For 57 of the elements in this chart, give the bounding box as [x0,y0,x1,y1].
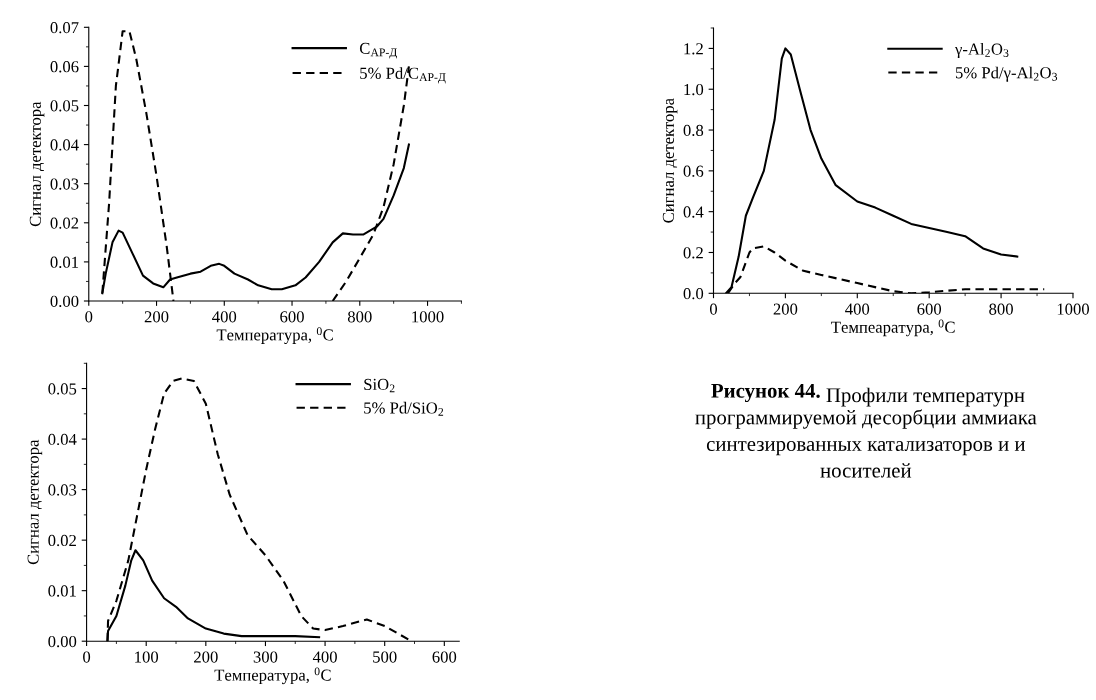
x-tick-label: 600 [917,303,942,315]
x-tick-label: 1000 [412,311,444,323]
x-tick-label: 0 [709,303,718,315]
x-tick-label: 600 [280,311,304,323]
y-tick-label: 0.02 [50,217,79,229]
y-axis-title: Сигнал детектора [27,439,43,565]
y-tick-label: 0.05 [48,383,77,395]
x-tick-label: 0 [85,311,93,323]
y-tick-label: 0.06 [50,61,79,73]
legend-label: SiO$_{2}$ [364,378,395,393]
y-tick-label: 0.07 [50,22,79,34]
y-tick-label: 0.2 [683,247,703,259]
legend-label: C$_{АР-Д}$ [359,42,397,59]
text: носителей [820,463,912,478]
x-tick-label: 1000 [1057,303,1090,315]
y-tick-label: 0.4 [683,206,704,218]
y-tick-label: 0.03 [50,178,79,190]
y-tick-label: 0.05 [50,100,79,112]
y-tick-label: 0.8 [683,124,704,137]
x-axis-title: Температура, $^{0}$C [214,667,331,685]
y-tick-label: 0.04 [48,433,77,446]
text: программируемой десорбции аммиака [695,409,1037,429]
y-tick-label: 0.0 [683,288,704,300]
x-tick-label: 600 [432,651,457,663]
x-tick-label: 800 [347,311,372,323]
y-tick-label: 0.02 [48,534,76,547]
legend-label: 5% Pd/SiO$_{2}$ [364,401,444,416]
x-axis-title: Темпеаратура, $^{0}$C [831,319,955,337]
y-axis-title: Сигнал детектора [662,98,678,223]
x-tick-label: 200 [194,651,218,663]
x-tick-label: 0 [83,651,91,663]
x-tick-label: 300 [253,651,278,663]
x-tick-label: 500 [373,651,397,663]
text: Профили температурн [826,387,1025,407]
y-tick-label: 0.04 [50,139,79,151]
x-tick-label: 400 [312,651,337,663]
y-tick-label: 0.00 [50,295,79,308]
y-tick-label: 1.2 [684,43,703,55]
legend-label: 5% Pd/γ-Al$_{2}$O$_{3}$ [955,66,1058,82]
text: Рисунок 44. [711,383,820,403]
y-tick-label: 0.01 [48,585,76,597]
legend-label: 5% Pd/C$_{АР-Д}$ [360,67,446,84]
x-tick-label: 200 [773,303,798,315]
y-tick-label: 0.6 [683,165,704,177]
y-tick-label: 0.03 [48,484,77,496]
x-tick-label: 100 [135,651,159,663]
x-tick-label: 800 [989,303,1013,315]
y-tick-label: 0.01 [50,256,79,268]
x-axis-title: Температура, $^{0}$C [216,327,333,344]
legend-label: γ-Al$_{2}$O$_{3}$ [954,43,1009,59]
y-tick-label: 1.0 [684,83,704,96]
x-tick-label: 200 [144,311,169,323]
y-tick-label: 0.00 [48,635,77,648]
x-tick-label: 400 [212,311,237,323]
y-axis-title: Сигнал детектора [29,101,45,227]
text: синтезированных катализаторов и и [706,440,1026,456]
x-tick-label: 400 [845,303,870,315]
